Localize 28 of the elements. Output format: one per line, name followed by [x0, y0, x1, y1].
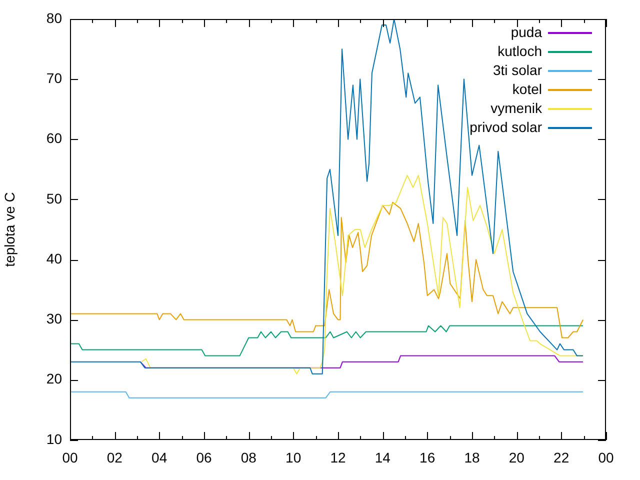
x-tick-label: 12 — [330, 449, 346, 466]
x-tick-label: 00 — [598, 449, 614, 466]
x-tick-label: 08 — [240, 449, 257, 466]
x-tick-label: 16 — [420, 449, 436, 466]
y-tick-label: 30 — [46, 310, 62, 327]
y-tick-label: 50 — [46, 190, 62, 206]
legend-label: puda — [510, 24, 542, 40]
y-tick-label: 70 — [46, 70, 62, 86]
y-tick-label: 20 — [46, 370, 62, 387]
x-tick-label: 10 — [286, 449, 302, 466]
legend-label: kotel — [512, 80, 542, 97]
x-tick-label: 06 — [196, 449, 212, 466]
y-tick-label: 60 — [46, 130, 62, 146]
y-axis-title: teplota ve C — [1, 192, 18, 267]
legend-label: vymenik — [490, 100, 543, 116]
x-tick-label: 14 — [374, 449, 391, 466]
x-tick-label: 00 — [62, 449, 78, 466]
y-tick-label: 40 — [46, 250, 62, 266]
legend-label: privod solar — [470, 118, 542, 135]
x-tick-label: 04 — [152, 449, 168, 466]
legend-label: kutloch — [498, 42, 542, 59]
y-tick-label: 80 — [46, 10, 62, 26]
legend-label: 3ti solar — [492, 62, 542, 78]
x-tick-label: 22 — [554, 449, 570, 466]
x-tick-label: 18 — [464, 449, 480, 466]
x-tick-label: 02 — [106, 449, 123, 466]
y-tick-label: 10 — [46, 430, 62, 447]
x-tick-label: 20 — [508, 449, 525, 466]
